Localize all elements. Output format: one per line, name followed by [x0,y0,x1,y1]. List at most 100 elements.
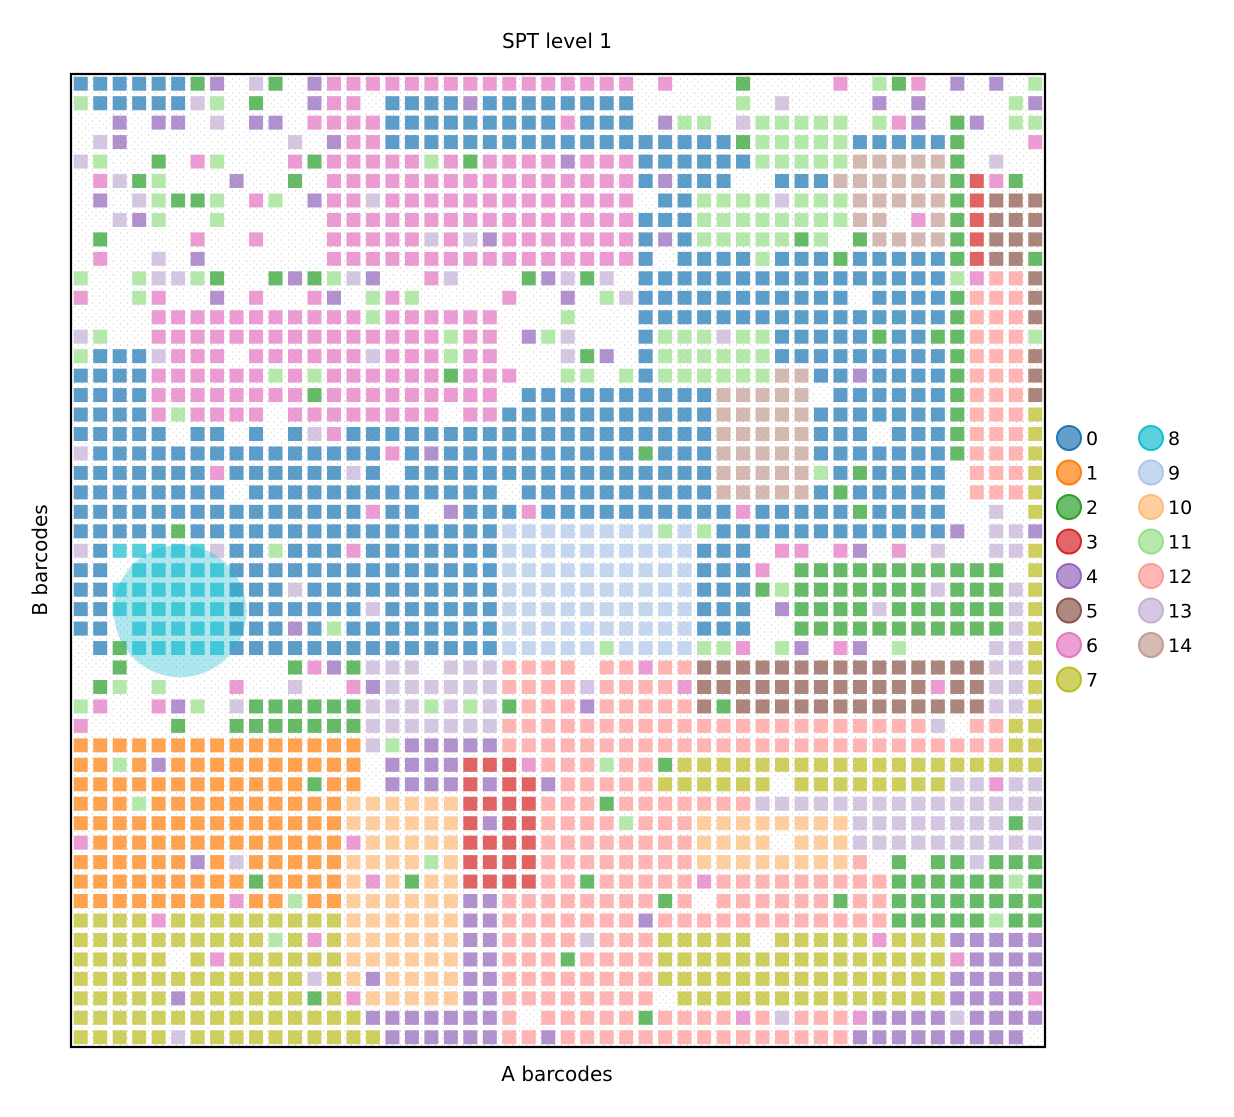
cell-cluster-1 [268,757,283,772]
cell-cluster-6 [326,154,341,169]
cell-cluster-0 [852,388,867,403]
cell-cluster-12 [911,738,926,753]
cell-cluster-2 [580,874,595,889]
cell-cluster-10 [813,855,828,870]
cell-cluster-11 [73,271,88,286]
cell-cluster-7 [326,952,341,967]
cell-cluster-0 [404,96,419,111]
cell-cluster-9 [619,582,634,597]
cell-cluster-0 [813,427,828,442]
cell-cluster-3 [482,757,497,772]
cell-cluster-2 [950,115,965,130]
cell-cluster-10 [404,855,419,870]
legend-label-9: 9 [1168,463,1180,485]
legend-item-8: 8 [1138,425,1180,451]
cell-cluster-4 [482,738,497,753]
cell-cluster-3 [521,874,536,889]
cell-cluster-0 [482,115,497,130]
cell-cluster-0 [326,543,341,558]
cell-cluster-1 [268,777,283,792]
cell-cluster-12 [599,816,614,831]
cell-cluster-6 [424,271,439,286]
cell-cluster-0 [93,368,108,383]
cell-cluster-1 [112,796,127,811]
cell-cluster-0 [268,485,283,500]
cell-cluster-9 [541,563,556,578]
cell-cluster-1 [73,777,88,792]
cell-cluster-0 [482,427,497,442]
cell-cluster-2 [112,660,127,675]
cell-cluster-11 [697,349,712,364]
cell-cluster-12 [521,971,536,986]
cell-cluster-1 [93,738,108,753]
cell-cluster-2 [190,193,205,208]
cell-cluster-2 [872,329,887,344]
cell-cluster-0 [619,407,634,422]
cell-cluster-12 [619,991,634,1006]
cell-cluster-11 [755,212,770,227]
cell-cluster-6 [210,349,225,364]
cell-cluster-4 [950,76,965,91]
cell-cluster-6 [891,543,906,558]
cell-cluster-9 [560,582,575,597]
cell-cluster-9 [677,543,692,558]
cell-cluster-3 [502,757,517,772]
cell-cluster-2 [580,349,595,364]
cell-cluster-12 [619,1010,634,1025]
cell-cluster-13 [1008,679,1023,694]
cell-cluster-6 [560,115,575,130]
cell-cluster-6 [482,212,497,227]
cell-cluster-0 [852,135,867,150]
cell-cluster-13 [755,796,770,811]
cell-cluster-13 [112,212,127,227]
cell-cluster-3 [463,757,478,772]
cell-cluster-12 [599,777,614,792]
cell-cluster-0 [911,368,926,383]
cell-cluster-6 [268,329,283,344]
cell-cluster-2 [521,271,536,286]
cell-cluster-0 [775,329,790,344]
cell-cluster-0 [872,388,887,403]
plot-area [71,74,1045,1047]
cell-cluster-12 [580,894,595,909]
cell-cluster-11 [73,349,88,364]
cell-cluster-11 [268,543,283,558]
cell-cluster-7 [268,1030,283,1045]
cell-cluster-0 [677,485,692,500]
cell-cluster-7 [249,1030,264,1045]
cell-cluster-0 [813,329,828,344]
cell-cluster-7 [755,952,770,967]
cell-cluster-14 [930,212,945,227]
cell-cluster-9 [638,524,653,539]
cell-cluster-6 [210,329,225,344]
cell-cluster-14 [852,154,867,169]
cell-cluster-0 [813,310,828,325]
cell-cluster-1 [190,796,205,811]
cell-cluster-13 [989,660,1004,675]
cell-cluster-1 [229,777,244,792]
cell-cluster-0 [852,407,867,422]
cell-cluster-12 [969,465,984,480]
cell-cluster-13 [424,232,439,247]
cell-cluster-7 [1028,641,1043,656]
cell-cluster-4 [307,96,322,111]
cell-cluster-0 [93,349,108,364]
cell-cluster-2 [950,193,965,208]
cell-cluster-6 [502,174,517,189]
cell-cluster-9 [638,543,653,558]
cell-cluster-0 [482,485,497,500]
cell-cluster-6 [502,193,517,208]
cell-cluster-0 [716,602,731,617]
cell-cluster-13 [171,1030,186,1045]
cell-cluster-13 [151,349,166,364]
cell-cluster-7 [930,757,945,772]
cell-cluster-7 [775,952,790,967]
cell-cluster-6 [326,251,341,266]
cell-cluster-9 [658,543,673,558]
cell-cluster-1 [288,874,303,889]
cell-cluster-0 [151,96,166,111]
cell-cluster-6 [190,388,205,403]
cell-cluster-6 [404,329,419,344]
cell-cluster-11 [794,193,809,208]
cell-cluster-12 [619,660,634,675]
